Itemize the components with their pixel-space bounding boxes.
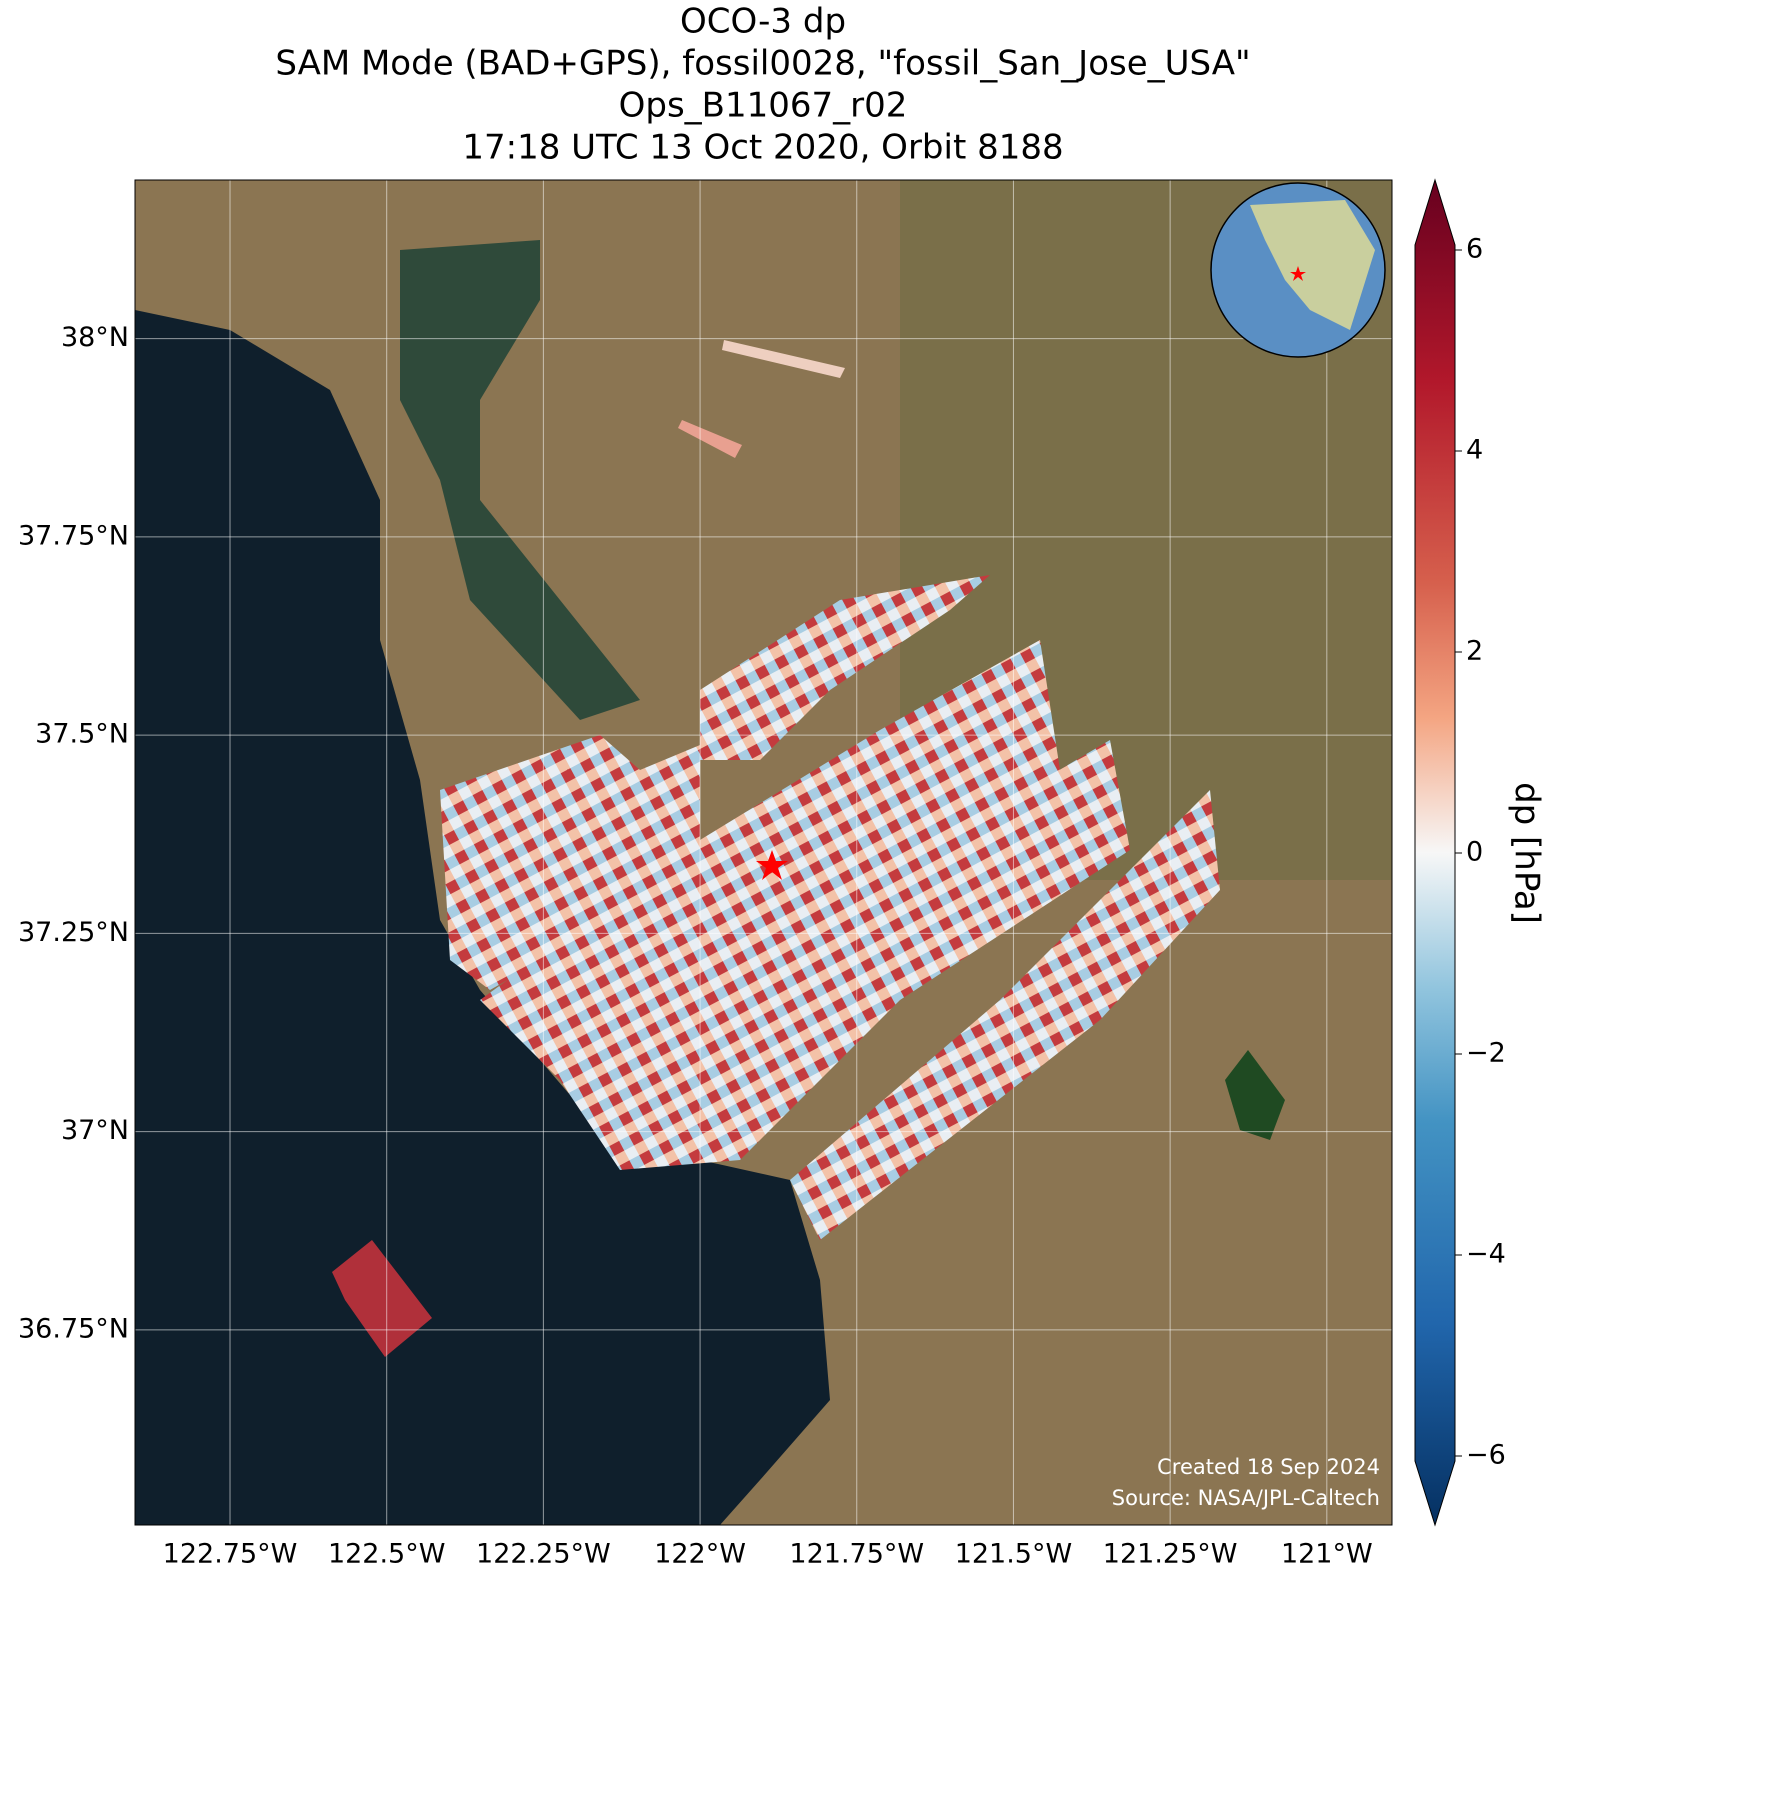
swath [790,790,1220,1240]
x-tick-label: 121.5°W [955,1539,1073,1570]
colorbar-tick-label: −6 [1466,1440,1506,1471]
swath [700,575,990,760]
title-line: SAM Mode (BAD+GPS), fossil0028, "fossil_… [275,44,1250,84]
colorbar-tick-label: −4 [1466,1239,1506,1270]
swath [332,1240,432,1357]
y-tick-label: 37.25°N [18,917,129,948]
x-tick-label: 122°W [654,1539,746,1570]
colorbar-tick-label: 4 [1466,435,1483,466]
colorbar-tick-label: −2 [1466,1038,1506,1069]
credit-line: Source: NASA/JPL-Caltech [1112,1486,1380,1510]
graticule [135,180,1392,1525]
x-tick-label: 121.25°W [1103,1539,1238,1570]
title-line: 17:18 UTC 13 Oct 2020, Orbit 8188 [462,128,1063,168]
bay [400,240,640,720]
swath [722,340,845,378]
colorbar [1415,180,1455,1525]
swath [678,420,742,458]
target-star [756,850,788,880]
y-tick-label: 37°N [61,1115,129,1146]
credit: Created 18 Sep 2024 Source: NASA/JPL-Calt… [1112,1455,1380,1510]
map-area: Created 18 Sep 2024 Source: NASA/JPL-Calt… [135,180,1392,1525]
x-tick-label: 122.5°W [328,1539,446,1570]
x-tick-label: 121°W [1281,1539,1373,1570]
y-tick-label: 38°N [61,322,129,353]
axes: 122.75°W 122.5°W 122.25°W 122°W 121.75°W 121.… [18,234,1506,1570]
ocean [135,310,830,1525]
title-line: Ops_B11067_r02 [619,86,908,126]
inset-land [1250,200,1375,330]
y-tick-label: 36.75°N [18,1313,129,1344]
map-frame [134,179,1393,1526]
reservoir [1225,1050,1285,1140]
y-tick-label: 37.75°N [18,520,129,551]
x-tick-label: 122.25°W [476,1539,611,1570]
colorbar-label: dp [hPa] [1507,782,1547,924]
swath [440,735,700,990]
colorbar-tick-label: 6 [1466,234,1483,265]
x-tick-label: 121.75°W [789,1539,924,1570]
credit-line: Created 18 Sep 2024 [1157,1455,1380,1479]
swath [560,740,1130,1170]
title-line: OCO-3 dp [680,2,846,42]
x-tick-label: 122.75°W [163,1539,298,1570]
colorbar-tick-label: 2 [1466,636,1483,667]
inset-star [1290,266,1306,281]
colorbar-tick-label: 0 [1466,837,1483,868]
y-tick-label: 37.5°N [35,719,129,750]
colorbar-frame [1414,178,1456,1527]
